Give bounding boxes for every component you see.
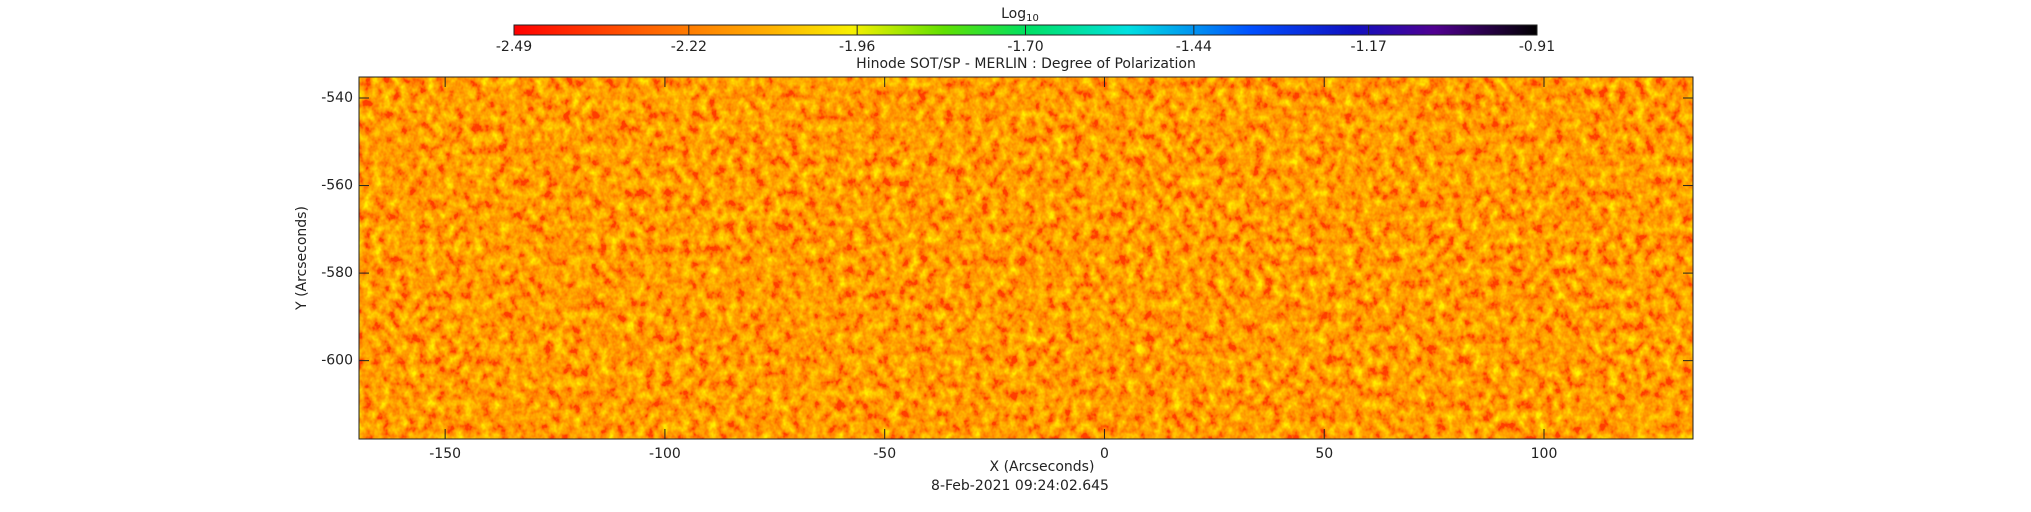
colorbar-tick-label: -1.96 bbox=[839, 39, 875, 55]
colorbar-label: Log10 bbox=[1001, 6, 1039, 24]
heatmap-image bbox=[359, 77, 1693, 439]
x-tick-label: 100 bbox=[1531, 446, 1558, 462]
x-tick-label: -100 bbox=[649, 446, 681, 462]
y-axis-label: Y (Arcseconds) bbox=[294, 206, 310, 311]
colorbar-tick-label: -1.17 bbox=[1351, 39, 1387, 55]
x-tick-label: -50 bbox=[873, 446, 896, 462]
x-tick-label: 50 bbox=[1315, 446, 1333, 462]
x-tick-label: -150 bbox=[429, 446, 461, 462]
plot-frame bbox=[358, 76, 1694, 440]
colorbar-tick-label: -2.22 bbox=[671, 39, 707, 55]
y-tick-label: -560 bbox=[321, 178, 353, 194]
y-tick-label: -540 bbox=[321, 90, 353, 106]
colorbar-tick-label: -0.91 bbox=[1519, 39, 1555, 55]
colorbar-tick-label: -1.70 bbox=[1007, 39, 1043, 55]
y-tick-label: -600 bbox=[321, 353, 353, 369]
x-tick-label: 0 bbox=[1100, 446, 1109, 462]
timestamp: 8-Feb-2021 09:24:02.645 bbox=[931, 478, 1109, 494]
colorbar-tick-label: -2.49 bbox=[496, 39, 532, 55]
x-axis-label: X (Arcseconds) bbox=[990, 459, 1095, 475]
y-tick-label: -580 bbox=[321, 265, 353, 281]
chart-title: Hinode SOT/SP - MERLIN : Degree of Polar… bbox=[856, 56, 1196, 72]
colorbar-tick-label: -1.44 bbox=[1176, 39, 1212, 55]
